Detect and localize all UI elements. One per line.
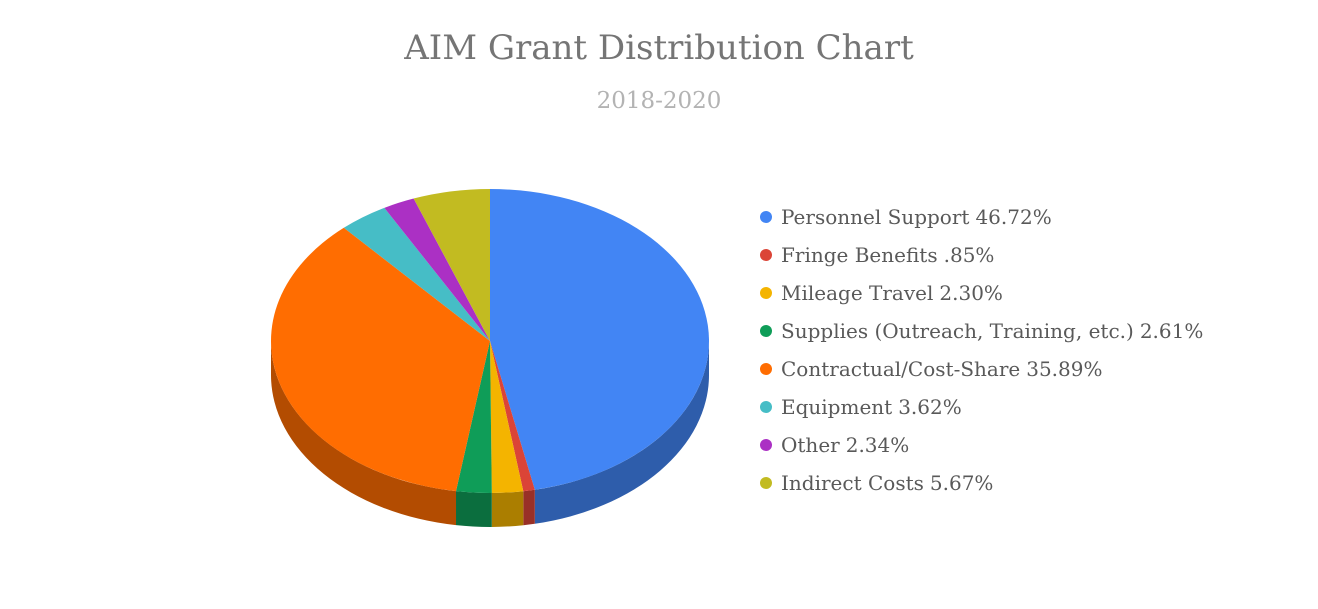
legend-label: Personnel Support 46.72% (781, 205, 1052, 229)
pie-side-personnel-support (534, 341, 709, 524)
pie-side-fringe-benefits (523, 489, 535, 526)
legend-series-name: Fringe Benefits (781, 243, 938, 267)
legend-series-name: Supplies (Outreach, Training, etc.) (781, 319, 1134, 343)
legend-item-personnel-support[interactable]: Personnel Support 46.72% (760, 198, 1203, 236)
legend-item-contractual-cost-share[interactable]: Contractual/Cost-Share 35.89% (760, 350, 1203, 388)
pie-slice-other[interactable] (384, 198, 490, 341)
legend-series-name: Mileage Travel (781, 281, 934, 305)
legend-label: Supplies (Outreach, Training, etc.) 2.61% (781, 319, 1203, 343)
pie-slice-mileage-travel[interactable] (490, 341, 524, 493)
legend-item-fringe-benefits[interactable]: Fringe Benefits .85% (760, 236, 1203, 274)
pie-side-mileage-travel (491, 491, 524, 527)
pie-slice-supplies-outreach-training-etc[interactable] (456, 341, 492, 493)
legend-series-name: Equipment (781, 395, 893, 419)
legend-item-mileage-travel[interactable]: Mileage Travel 2.30% (760, 274, 1203, 312)
legend-swatch (760, 363, 772, 375)
pie-side-contractual-cost-share (271, 341, 457, 526)
pie-slice-equipment[interactable] (343, 207, 490, 341)
legend-label: Fringe Benefits .85% (781, 243, 994, 267)
chart-title: AIM Grant Distribution Chart (404, 28, 914, 68)
legend-series-name: Indirect Costs (781, 471, 924, 495)
legend-swatch (760, 439, 772, 451)
legend-swatch (760, 401, 772, 413)
legend-swatch (760, 325, 772, 337)
legend-series-value: 2.61% (1139, 319, 1204, 343)
legend-label: Contractual/Cost-Share 35.89% (781, 357, 1103, 381)
legend-series-value: 3.62% (898, 395, 962, 419)
legend-series-value: .85% (943, 243, 995, 267)
legend-item-indirect-costs[interactable]: Indirect Costs 5.67% (760, 464, 1203, 502)
legend-swatch (760, 249, 772, 261)
legend-swatch (760, 211, 772, 223)
legend-series-name: Contractual/Cost-Share (781, 357, 1021, 381)
legend-series-value: 2.30% (939, 281, 1003, 305)
pie-side-supplies-outreach-training-etc (456, 491, 492, 527)
legend-label: Mileage Travel 2.30% (781, 281, 1003, 305)
legend-swatch (760, 287, 772, 299)
chart-subtitle: 2018-2020 (596, 88, 722, 114)
legend-item-equipment[interactable]: Equipment 3.62% (760, 388, 1203, 426)
legend-label: Equipment 3.62% (781, 395, 962, 419)
pie-slice-contractual-cost-share[interactable] (270, 227, 490, 492)
legend-label: Indirect Costs 5.67% (781, 471, 993, 495)
legend-item-other[interactable]: Other 2.34% (760, 426, 1203, 464)
legend-item-supplies-outreach-training-etc[interactable]: Supplies (Outreach, Training, etc.) 2.61% (760, 312, 1203, 350)
pie-slice-personnel-support[interactable] (490, 189, 710, 490)
legend-swatch (760, 477, 772, 489)
legend-series-value: 35.89% (1026, 357, 1103, 381)
legend: Personnel Support 46.72% Fringe Benefits .8… (760, 198, 1203, 502)
legend-series-name: Personnel Support (781, 205, 970, 229)
pie-slice-fringe-benefits[interactable] (490, 341, 535, 492)
legend-series-name: Other (781, 433, 840, 457)
legend-series-value: 5.67% (929, 471, 994, 495)
legend-series-value: 46.72% (975, 205, 1052, 229)
legend-series-value: 2.34% (845, 433, 910, 457)
legend-label: Other 2.34% (781, 433, 909, 457)
pie-slice-indirect-costs[interactable] (413, 189, 490, 341)
